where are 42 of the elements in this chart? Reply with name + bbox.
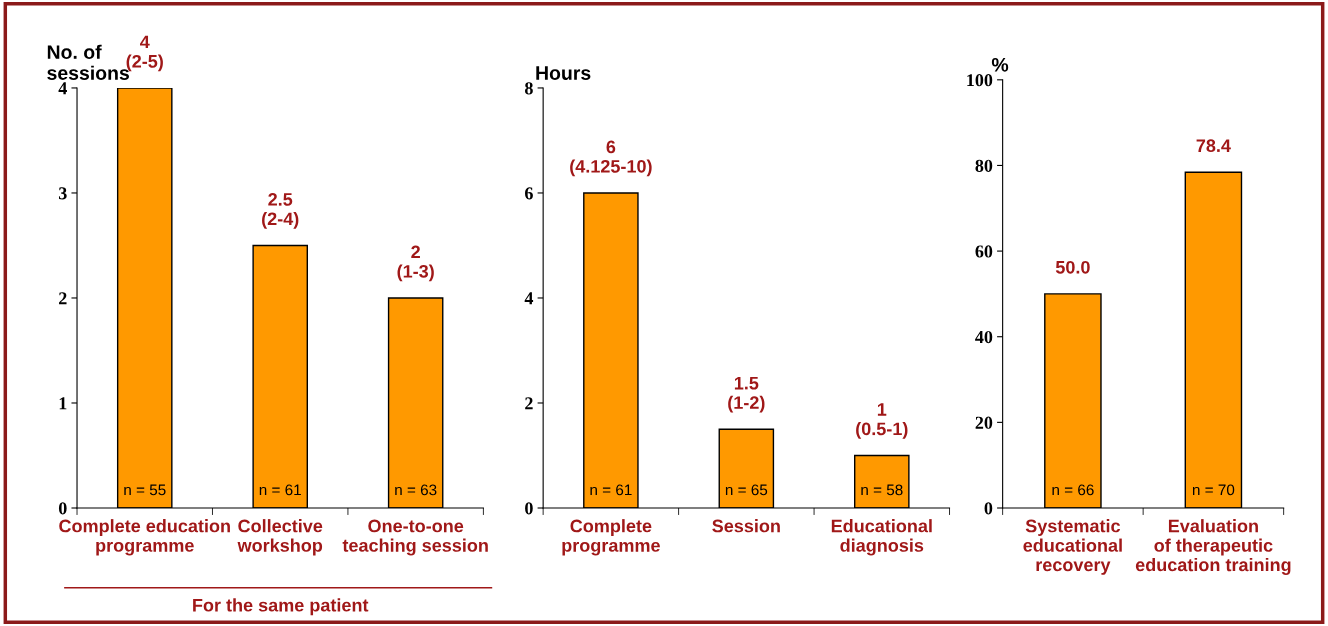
y-tick-label: 2 [59, 292, 67, 305]
annotation: n = 61 [590, 484, 632, 496]
y-tick-label: 4 [524, 292, 534, 305]
annotation: n = 55 [124, 484, 166, 496]
y-tick-label: 4 [58, 82, 67, 95]
data-label: 2 (1-3) [397, 245, 434, 282]
annotation: n = 58 [861, 484, 903, 496]
data-label: 50.0 [1055, 260, 1090, 274]
x-tick-label: Evaluation of therapeutic education training [1135, 519, 1291, 575]
y-tick-label: 40 [975, 330, 993, 344]
y-axis-title: % [991, 57, 1009, 72]
y-tick-label: 0 [58, 502, 67, 515]
data-label: 6 (4.125-10) [570, 140, 652, 177]
annotation: n = 65 [725, 484, 768, 496]
annotation: n = 66 [1052, 484, 1094, 496]
y-tick-label: 8 [525, 82, 533, 95]
y-tick-label: 3 [58, 187, 67, 200]
y-axis-title: Hours [536, 66, 591, 80]
annotation: n = 61 [259, 484, 301, 496]
x-tick-label: Complete education programme [59, 519, 230, 556]
x-tick-label: One-to-one teaching session [342, 519, 488, 556]
y-tick-label: 20 [975, 416, 993, 429]
x-tick-label: Complete programme [562, 519, 660, 556]
y-tick-label: 2 [525, 397, 533, 410]
y-tick-label: 0 [525, 502, 533, 515]
x-tick-label: Educational diagnosis [831, 519, 932, 556]
y-tick-label: 60 [975, 245, 993, 258]
y-tick-label: 100 [967, 74, 993, 87]
annotation: n = 63 [395, 484, 437, 496]
y-tick-label: 0 [984, 502, 993, 515]
y-tick-label: 1 [59, 397, 67, 410]
data-label: 78.4 [1196, 139, 1231, 153]
x-tick-label: Session [712, 519, 780, 533]
x-tick-label: Systematic educational recovery [1023, 519, 1122, 575]
annotation: n = 70 [1192, 484, 1235, 496]
data-label: 2.5 (2-4) [262, 193, 299, 229]
y-tick-label: 6 [525, 187, 533, 200]
text: For the same patient [193, 598, 369, 616]
y-tick-label: 80 [975, 159, 993, 172]
x-tick-label: Collective workshop [237, 519, 323, 556]
data-label: 1 (0.5-1) [856, 403, 908, 439]
data-label: 1.5 (1-2) [728, 376, 765, 413]
